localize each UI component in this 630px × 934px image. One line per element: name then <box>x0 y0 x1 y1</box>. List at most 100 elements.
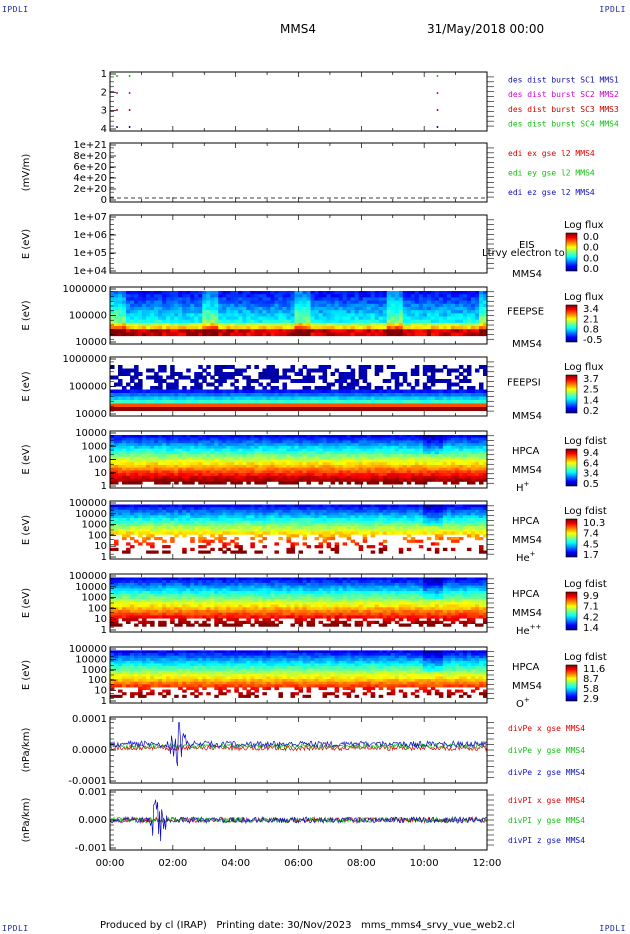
heat-cell <box>210 382 215 387</box>
heat-cell <box>390 306 396 311</box>
heat-cell <box>254 473 259 477</box>
heat-cell <box>298 403 304 408</box>
heat-cell <box>398 481 404 485</box>
heat-cell <box>230 443 235 447</box>
heat-cell <box>190 407 195 411</box>
heat-cell <box>306 526 312 530</box>
heat-cell <box>270 322 275 327</box>
heat-cell <box>438 440 444 444</box>
heat-cell <box>198 434 203 439</box>
heat-cell <box>386 440 392 444</box>
heat-cell <box>370 462 376 466</box>
heat-cell <box>122 303 127 308</box>
heat-cell <box>278 396 283 401</box>
heat-cell <box>370 332 376 337</box>
heat-cell <box>126 478 131 482</box>
heat-cell <box>326 403 332 408</box>
heat-cell <box>262 294 267 298</box>
heat-cell <box>306 512 312 516</box>
heat-cell <box>474 389 480 394</box>
heat-cell <box>282 306 287 311</box>
heat-cell <box>398 310 404 314</box>
heat-cell <box>378 319 384 324</box>
heat-cell <box>478 481 484 485</box>
heat-cell <box>250 454 255 458</box>
heat-cell <box>482 454 488 458</box>
heat-cell <box>206 445 211 450</box>
heat-cell <box>438 393 444 397</box>
heat-cell <box>362 316 368 321</box>
heat-cell <box>470 319 476 324</box>
heat-cell <box>194 386 199 390</box>
heat-cell <box>322 478 328 482</box>
heat-cell <box>462 459 468 463</box>
heat-cell <box>310 509 316 514</box>
heat-cell <box>142 462 147 466</box>
heat-cell <box>314 310 320 314</box>
heat-cell <box>378 403 384 408</box>
heat-cell <box>190 523 195 527</box>
heat-cell <box>222 316 227 321</box>
heat-cell <box>294 462 299 466</box>
heat-cell <box>358 467 364 471</box>
heat-cell <box>294 534 299 538</box>
heat-cell <box>294 504 299 508</box>
heat-cell <box>234 470 239 474</box>
heat-cell <box>314 407 320 411</box>
heat-cell <box>266 375 271 380</box>
heat-cell <box>274 407 279 411</box>
heat-cell <box>318 518 324 522</box>
heat-cell <box>238 475 243 480</box>
heat-cell <box>150 322 155 327</box>
heat-cell <box>474 475 480 480</box>
heat-cell <box>306 528 312 533</box>
heat-cell <box>194 512 199 516</box>
heat-cell <box>166 400 171 404</box>
heat-cell <box>150 297 155 302</box>
heat-cell <box>130 515 135 519</box>
heat-cell <box>374 326 380 330</box>
heat-cell <box>366 303 372 308</box>
heat-cell <box>470 478 476 482</box>
heat-cell <box>394 454 400 458</box>
heat-cell <box>462 368 468 373</box>
heat-cell <box>414 445 420 450</box>
heat-cell <box>250 509 255 514</box>
heat-cell <box>146 528 151 533</box>
heat-cell <box>250 542 255 546</box>
heat-cell <box>326 322 332 327</box>
heat-cell <box>278 445 283 450</box>
heat-cell <box>118 464 123 469</box>
heat-cell <box>246 294 251 298</box>
heat-cell <box>218 456 223 460</box>
heat-cell <box>214 448 219 452</box>
heat-cell <box>162 319 167 324</box>
heat-cell <box>478 437 484 441</box>
heat-cell <box>114 375 119 380</box>
heat-cell <box>406 303 412 308</box>
heat-cell <box>450 448 456 452</box>
heat-cell <box>270 400 275 404</box>
heat-cell <box>374 332 380 337</box>
heat-cell <box>458 443 464 447</box>
heat-cell <box>318 443 324 447</box>
heat-cell <box>194 310 199 314</box>
heat-cell <box>110 515 115 519</box>
heat-cell <box>178 475 183 480</box>
heat-cell <box>342 379 348 383</box>
heat-cell <box>126 467 131 471</box>
heat-cell <box>442 326 448 330</box>
heat-cell <box>186 291 191 295</box>
heat-cell <box>278 440 283 444</box>
heat-cell <box>422 297 428 302</box>
heat-cell <box>458 456 464 460</box>
heat-cell <box>146 467 151 471</box>
heat-cell <box>198 386 203 390</box>
heat-cell <box>466 300 472 305</box>
heat-cell <box>134 306 139 311</box>
heat-cell <box>434 470 440 474</box>
heat-cell <box>430 310 436 314</box>
heat-cell <box>114 523 119 527</box>
heat-cell <box>186 520 191 524</box>
